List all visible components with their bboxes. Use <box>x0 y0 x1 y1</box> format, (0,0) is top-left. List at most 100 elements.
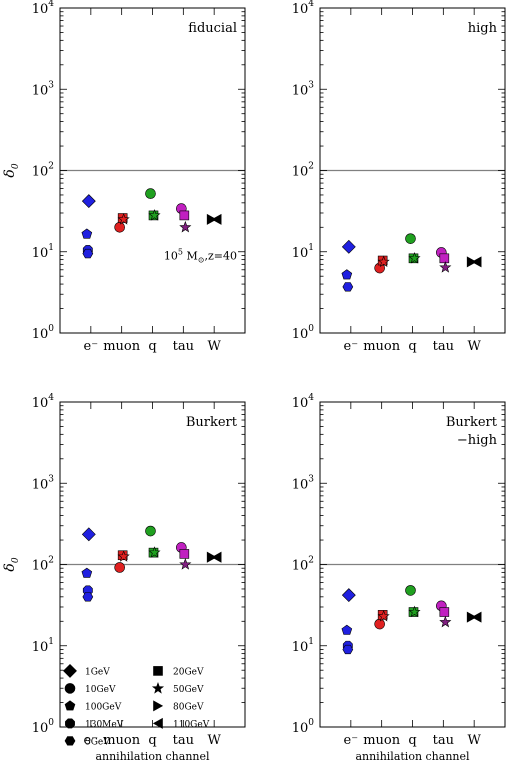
legend-label: 100GeV <box>85 702 122 712</box>
y-tick-label: 101 <box>292 637 314 655</box>
x-tick-label: muon <box>363 733 401 748</box>
y-axis-label: δ0 <box>2 163 21 177</box>
y-tick-label: 102 <box>32 162 54 180</box>
y-tick-label: 101 <box>32 637 54 655</box>
panel-title: Burkert <box>186 415 238 430</box>
legend-marker <box>65 718 75 729</box>
legend-marker <box>64 683 76 694</box>
data-point <box>408 605 421 618</box>
legend-label: 50GeV <box>173 685 204 695</box>
panel-title: Burkert <box>446 415 498 430</box>
panel-4: 100 101 102 103 104 e⁻ muon q tau W Burkert −high an… <box>292 393 506 763</box>
legend-marker <box>153 666 163 676</box>
y-tick-label: 102 <box>292 556 314 574</box>
data-point <box>117 213 130 225</box>
legend: 1GeV 20GeV 10GeV 50GeV 100GeV 80GeV 130MeV 110G… <box>63 663 210 747</box>
data-point <box>408 251 421 264</box>
y-tick-label: 104 <box>32 0 55 17</box>
data-point <box>374 618 385 630</box>
x-tick-label: W <box>207 339 221 354</box>
legend-label: 110GeV <box>173 720 210 730</box>
data-point <box>439 261 452 273</box>
y-tick-label: 102 <box>32 556 54 574</box>
halo-annotation: 105 M⊙,z=40 <box>164 248 237 265</box>
data-point <box>405 233 416 244</box>
data-point <box>439 253 450 264</box>
y-tick-label: 100 <box>32 324 55 342</box>
legend-marker <box>63 663 77 678</box>
data-point <box>471 256 482 268</box>
data-point <box>179 549 190 559</box>
panel-3: 100 101 102 103 104 e⁻ muon q tau W Burkert δ0 annih… <box>2 393 246 763</box>
x-tick-label: e⁻ <box>344 339 359 354</box>
x-tick-label: q <box>408 339 416 354</box>
data-point <box>81 527 96 542</box>
data-point <box>117 550 130 562</box>
x-tick-label: W <box>467 339 481 354</box>
data-point <box>341 269 353 280</box>
y-tick-label: 100 <box>292 324 315 342</box>
data-point <box>439 607 450 617</box>
x-tick-label: muon <box>103 339 141 354</box>
legend-label: 20GeV <box>173 667 204 677</box>
x-tick-label: W <box>467 733 481 748</box>
data-point <box>342 282 354 292</box>
data-point <box>341 239 356 254</box>
legend-label: 1GeV <box>85 667 110 677</box>
x-axis-label: annihilation channel <box>355 750 470 763</box>
x-tick-label: tau <box>173 733 194 748</box>
data-point <box>211 213 222 225</box>
legend-label: 80GeV <box>173 702 204 712</box>
legend-marker <box>64 736 76 746</box>
y-tick-label: 103 <box>32 80 55 98</box>
x-tick-label: e⁻ <box>84 339 99 354</box>
data-point <box>148 546 161 558</box>
data-point <box>179 220 192 233</box>
data-point <box>341 624 353 635</box>
x-tick-label: e⁻ <box>84 733 99 748</box>
y-tick-label: 102 <box>292 162 314 180</box>
data-point <box>211 551 222 563</box>
y-tick-label: 103 <box>32 474 55 492</box>
x-tick-label: tau <box>433 339 454 354</box>
panel-title: high <box>468 21 498 36</box>
data-point <box>145 525 156 537</box>
legend-marker <box>152 717 163 729</box>
y-tick-label: 103 <box>292 474 315 492</box>
x-axis-label: annihilation channel <box>95 750 210 763</box>
legend-marker <box>64 700 76 711</box>
y-tick-label: 104 <box>32 393 55 411</box>
x-tick-label: q <box>148 339 156 354</box>
y-tick-label: 100 <box>292 718 315 736</box>
data-point <box>81 228 93 239</box>
legend-label: 130MeV <box>85 720 124 730</box>
legend-marker <box>151 682 165 694</box>
data-point <box>341 588 356 603</box>
x-tick-label: muon <box>363 339 401 354</box>
y-tick-label: 103 <box>292 80 315 98</box>
data-point <box>377 255 390 268</box>
data-point <box>145 188 156 199</box>
x-tick-label: muon <box>103 733 141 748</box>
plot-frame <box>59 401 246 728</box>
x-tick-label: q <box>148 733 156 748</box>
x-tick-label: tau <box>433 733 454 748</box>
data-point <box>342 644 354 655</box>
data-point <box>114 221 125 233</box>
x-tick-label: q <box>408 733 416 748</box>
data-point <box>148 209 161 221</box>
data-point <box>82 592 94 602</box>
x-tick-label: W <box>207 733 221 748</box>
data-point <box>439 615 452 628</box>
x-tick-label: e⁻ <box>344 733 359 748</box>
legend-label: 10GeV <box>85 685 116 695</box>
y-tick-label: 104 <box>292 0 315 17</box>
y-tick-label: 104 <box>292 393 315 411</box>
plot-frame <box>319 7 506 334</box>
data-point <box>405 585 416 596</box>
y-axis-label: δ0 <box>2 557 21 571</box>
plot-frame <box>59 7 246 334</box>
panel-title: fiducial <box>188 21 237 36</box>
